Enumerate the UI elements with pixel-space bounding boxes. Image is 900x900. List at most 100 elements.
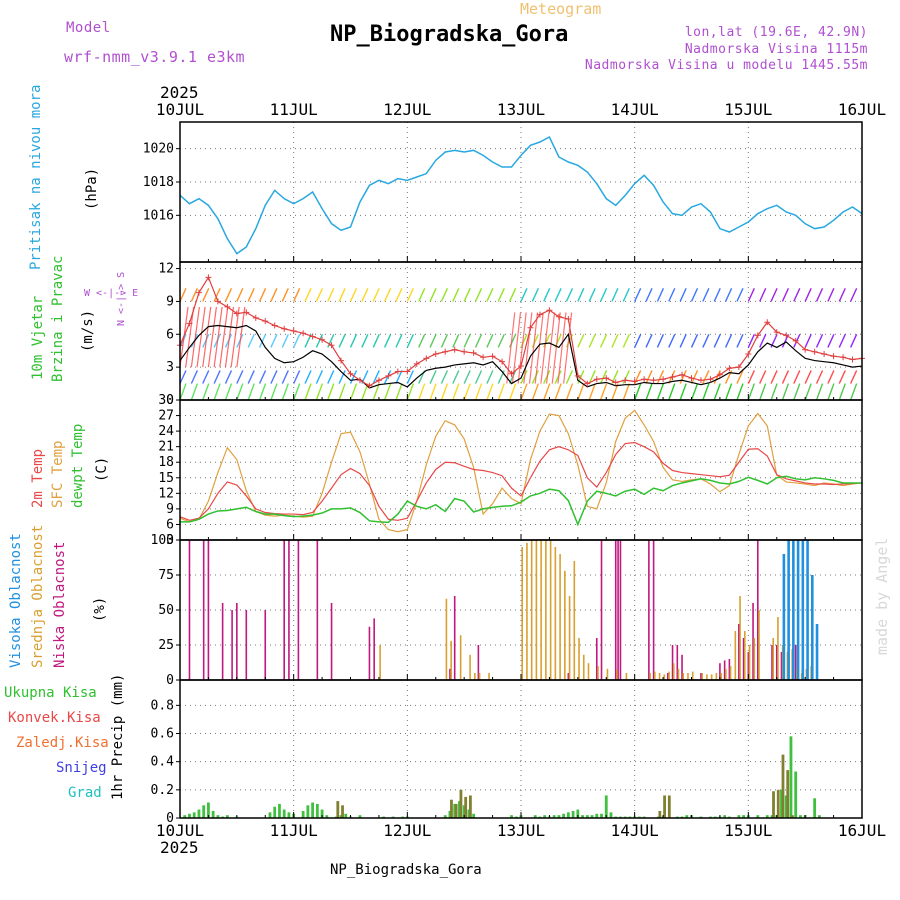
precip-bar [557,815,561,818]
wind-barb [815,287,824,302]
wind-barb [679,287,687,302]
y-tick-label: 3 [166,360,174,375]
cloud-bar [573,561,576,680]
cloud-bar [671,645,674,680]
cloud-bar [658,673,661,680]
wind-barb [327,287,335,302]
wind-barb [736,370,744,384]
wind-gust-marker [224,303,231,310]
y-tick-label: 0.2 [151,783,174,798]
cloud-bar [682,673,685,680]
wind-gust-marker [442,348,449,355]
cloud-bar [796,540,800,680]
wind-barb [565,370,574,384]
wind-barb [506,312,516,384]
wind-barb [395,287,403,302]
wind-barb [702,370,710,384]
wind-barb [190,370,199,384]
wind-barb [599,333,608,348]
temp-2m-line [179,441,863,521]
wind-barb [713,333,721,348]
wind-barb [622,333,630,348]
wind-barb [463,370,471,384]
wind-gust-marker [773,329,780,336]
cloud-bar [691,671,694,680]
x-label-bottom: 11JUL [270,821,318,840]
precip-bar [443,815,447,818]
wind-barb [563,312,573,384]
x-label-top: 15JUL [724,100,772,119]
wind-barb [747,287,755,302]
cloud-bar [792,540,795,680]
pressure-line [179,135,863,255]
wind-barb [349,370,358,384]
wind-barb [179,370,187,384]
wind-barb [463,333,471,348]
y-tick-label: 0.8 [151,698,174,713]
wind-barb [551,312,561,384]
wind-barb [645,287,653,302]
wind-barb [759,370,767,384]
wind-barb [827,333,835,348]
wind-barb [815,370,824,384]
wind-barb [770,287,778,302]
y-tick-label: 12 [158,262,174,277]
x-label-top: 16JUL [838,100,886,119]
wind-gust-marker [499,358,506,365]
wind-barb [540,312,550,384]
precip-bar [585,815,589,818]
precip-bar [791,815,794,818]
wind-barb [293,333,301,348]
model-name: wrf-nmm_v3.9.1 e3km [64,48,246,66]
wind-barb [486,370,494,384]
cloud-bar [668,671,670,680]
wind-barb [838,287,846,302]
precip-bar [315,803,319,818]
model-elevation-label: Nadmorska Visina u modelu 1445.55m [584,58,868,73]
year-bottom: 2025 [160,838,199,857]
model-label: Model [66,20,111,36]
wind-barb [702,333,710,348]
wind-gust-marker [527,324,534,331]
x-label-top: 12JUL [383,100,431,119]
wind-gust-marker [413,360,420,367]
wind-barb [207,306,218,368]
wind-barb [315,287,324,302]
precip-bar [339,815,343,818]
precip-bar [784,795,788,818]
wind-gust-marker [375,377,382,384]
wind-barb [599,287,608,302]
wind-barb [338,333,346,348]
wind-barb [747,383,755,401]
wind-gust-marker [726,365,733,372]
wind-gust-marker [243,309,250,316]
wind-gust-marker [574,372,581,379]
wind-barb [827,370,835,384]
x-label-bottom: 14JUL [611,821,659,840]
cloud-bar [782,554,786,680]
wind-gust-marker [252,314,259,321]
wind-barb [440,287,449,302]
precip-bar [658,810,662,818]
wind-gust-marker [641,376,648,383]
wind-barb [304,383,312,401]
wind-barb [270,383,278,401]
wind-gust-marker [622,377,629,384]
wind-barb [258,370,267,384]
wind-gust-marker [461,348,468,355]
wind-barb [236,287,244,302]
wind-barb [429,370,437,384]
wind-barb [702,287,710,302]
wind-barb [315,333,324,348]
wind-barb [224,383,233,401]
x-label-top: 11JUL [270,100,318,119]
precip-bar [301,810,305,818]
wind-barb [440,333,449,348]
cloud-bar [758,610,760,680]
wind-barb [690,287,699,302]
wind-barb [577,383,585,401]
wind-barb [815,333,824,348]
cloud-bar [614,540,617,680]
wind-barb [736,287,744,302]
y-tick-label: 6 [166,327,174,342]
